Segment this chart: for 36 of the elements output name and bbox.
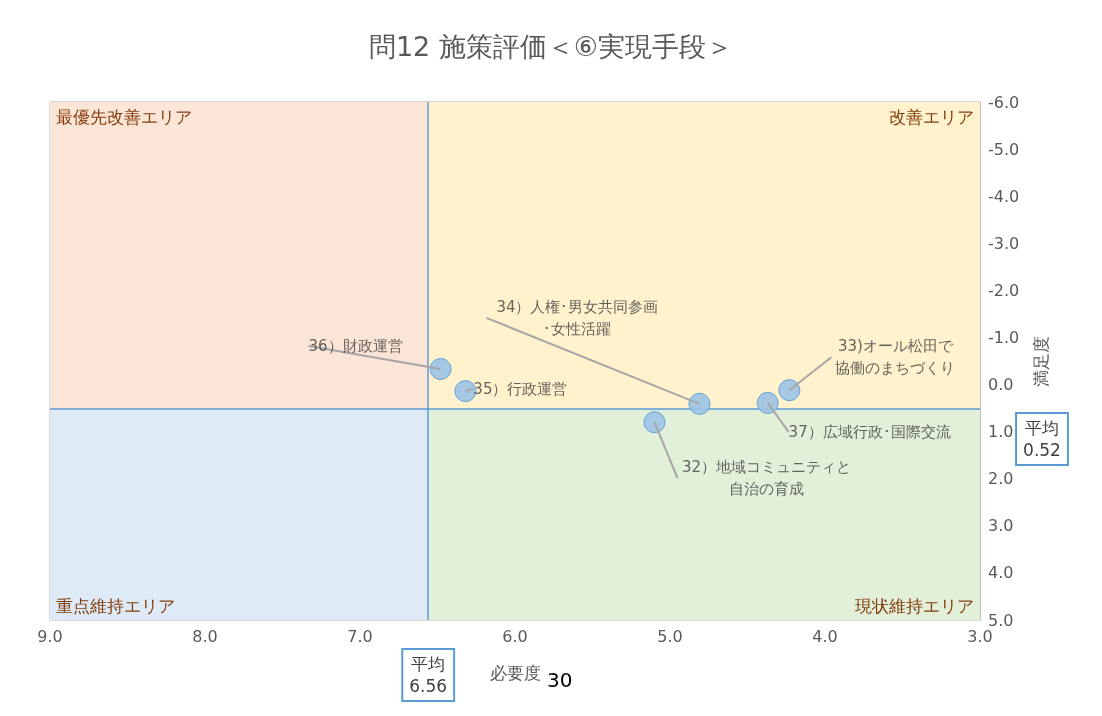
point — [429, 358, 452, 380]
y-tick-label: -3.0 — [988, 233, 1020, 253]
band-label: 最優先改善エリア — [56, 106, 192, 127]
x-tick-label: 8.0 — [192, 626, 218, 646]
y-tick-label: 0.0 — [988, 375, 1014, 395]
ref-line-label: 平均 6.56 — [409, 654, 448, 696]
band-label: 重点維持エリア — [56, 595, 175, 616]
y-tick-label: -6.0 — [988, 92, 1020, 112]
band-label: 現状維持エリア — [855, 595, 974, 616]
y-tick-label: -2.0 — [988, 280, 1020, 300]
y-tick-label: 1.0 — [988, 422, 1014, 442]
y-axis-title: 満足度 — [1030, 335, 1051, 387]
chart-title: 問12 施策評価＜⑥実現手段＞ — [368, 31, 734, 62]
ref-line-label: 平均 0.52 — [1023, 418, 1061, 461]
band-label: 改善エリア — [889, 106, 974, 127]
point — [643, 411, 666, 434]
point — [778, 379, 801, 402]
x-tick-label: 7.0 — [347, 626, 373, 646]
annotation: 32）地域コミュニティと自治の育成 — [681, 458, 852, 499]
annotation: 34）人権･男女共同参画･女性活躍 — [496, 297, 659, 338]
x-tick-label: 5.0 — [657, 626, 683, 646]
text: 30 — [547, 668, 573, 692]
y-tick-label: -1.0 — [988, 327, 1020, 347]
x-axis-title: 必要度 — [489, 662, 541, 683]
point — [756, 391, 779, 414]
x-tick-label: 4.0 — [812, 626, 838, 646]
y-tick-label: 3.0 — [988, 516, 1014, 536]
x-tick-label: 9.0 — [37, 626, 63, 646]
annotation: 37）広域行政･国際交流 — [788, 422, 951, 441]
y-tick-label: 4.0 — [988, 563, 1014, 583]
y-tick-label: -5.0 — [988, 139, 1020, 159]
annotation: 33)オール松田で協働のまちづくり — [835, 337, 956, 378]
y-tick-label: -4.0 — [988, 186, 1020, 206]
point — [688, 392, 711, 415]
x-tick-label: 6.0 — [502, 626, 528, 646]
y-tick-label: 2.0 — [988, 469, 1014, 489]
